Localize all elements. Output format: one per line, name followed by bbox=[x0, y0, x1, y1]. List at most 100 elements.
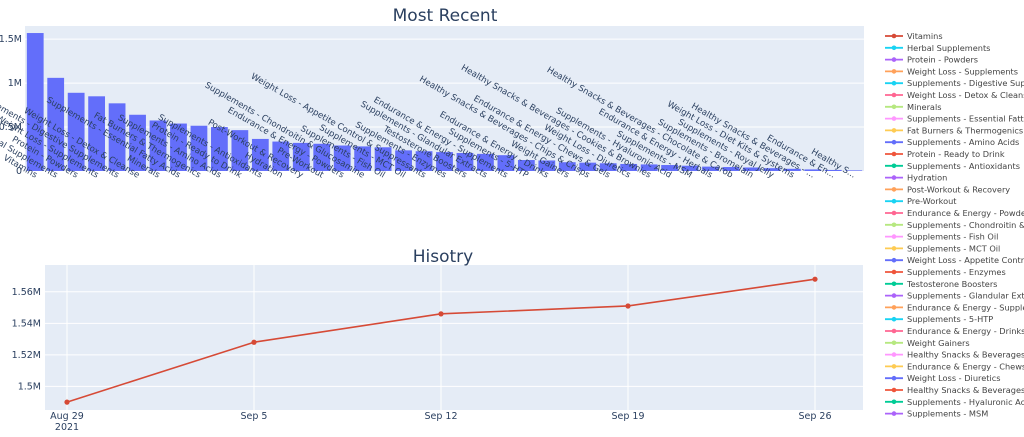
legend-swatch-marker bbox=[891, 387, 897, 393]
legend-item[interactable]: Supplements - Hyaluronic Acid bbox=[885, 397, 1024, 407]
legend-item[interactable]: Protein - Ready to Drink bbox=[885, 149, 1005, 159]
legend-item[interactable]: Supplements - MCT Oil bbox=[885, 243, 1000, 253]
legend-item[interactable]: Supplements - Amino Acids bbox=[885, 137, 1019, 147]
legend-swatch-marker bbox=[891, 57, 897, 62]
legend-item[interactable]: Weight Loss - Appetite Control & S bbox=[885, 255, 1024, 265]
legend-item[interactable]: Supplements - MSM bbox=[885, 409, 988, 419]
legend-item[interactable]: Healthy Snacks & Beverages - Coo bbox=[885, 385, 1024, 395]
bar[interactable] bbox=[292, 142, 310, 171]
legend-item[interactable]: Herbal Supplements bbox=[885, 43, 990, 53]
bar[interactable] bbox=[354, 146, 372, 171]
bar[interactable] bbox=[456, 152, 474, 171]
legend-swatch-marker bbox=[891, 375, 897, 381]
legend-item[interactable]: Endurance & Energy - Supplement bbox=[885, 302, 1024, 312]
legend-item[interactable]: Endurance & Energy - Chews & Ge bbox=[885, 361, 1024, 371]
legend-swatch-marker bbox=[891, 128, 897, 133]
line-xtick-label: Sep 12 bbox=[424, 411, 457, 422]
bar[interactable] bbox=[743, 167, 760, 171]
line-point[interactable] bbox=[812, 276, 818, 282]
legend-label: Minerals bbox=[907, 102, 942, 112]
legend-item[interactable]: Supplements - Antioxidants bbox=[885, 161, 1020, 171]
legend-label: Supplements - Fish Oil bbox=[907, 232, 998, 242]
bar[interactable] bbox=[313, 143, 331, 171]
bar[interactable] bbox=[272, 141, 290, 171]
bar[interactable] bbox=[722, 167, 740, 171]
bar[interactable] bbox=[108, 103, 126, 171]
bar[interactable] bbox=[702, 166, 719, 171]
line-point[interactable] bbox=[625, 303, 631, 309]
legend-item[interactable]: Weight Gainers bbox=[885, 338, 970, 348]
bar[interactable] bbox=[579, 162, 597, 171]
legend-item[interactable]: Healthy Snacks & Beverages - Chip bbox=[885, 350, 1024, 360]
legend-item[interactable]: Supplements - Fish Oil bbox=[885, 232, 998, 242]
line-xtick-label: Sep 26 bbox=[798, 411, 831, 422]
bar[interactable] bbox=[845, 170, 863, 171]
bar[interactable] bbox=[190, 125, 208, 171]
legend-item[interactable]: Supplements - Essential Fatty Acid bbox=[885, 114, 1024, 124]
bar[interactable] bbox=[517, 160, 535, 171]
bar[interactable] bbox=[251, 138, 269, 171]
bar[interactable] bbox=[149, 120, 167, 171]
bar[interactable] bbox=[395, 150, 412, 171]
bar[interactable] bbox=[477, 153, 494, 171]
bar[interactable] bbox=[415, 151, 433, 171]
legend-item[interactable]: Weight Loss - Supplements bbox=[885, 66, 1018, 76]
bar[interactable] bbox=[824, 169, 842, 171]
bar[interactable] bbox=[47, 77, 65, 171]
bar[interactable] bbox=[538, 160, 556, 171]
legend-item[interactable]: Supplements - Digestive Suppleme bbox=[885, 78, 1024, 88]
legend-item[interactable]: Testosterone Boosters bbox=[885, 279, 997, 289]
legend-label: Supplements - Essential Fatty Acid bbox=[907, 114, 1024, 124]
legend-swatch-marker bbox=[891, 328, 897, 334]
legend-item[interactable]: Endurance & Energy - Drinks bbox=[885, 326, 1024, 336]
legend-swatch-marker bbox=[891, 281, 897, 287]
bar[interactable] bbox=[497, 155, 515, 171]
legend-label: Supplements - Amino Acids bbox=[907, 137, 1019, 147]
bar[interactable] bbox=[129, 114, 146, 171]
legend-item[interactable]: Weight Loss - Diuretics bbox=[885, 373, 1001, 383]
legend-swatch-marker bbox=[891, 116, 897, 121]
legend-item[interactable]: Minerals bbox=[885, 102, 942, 112]
bar[interactable] bbox=[620, 163, 638, 171]
legend-item[interactable]: Supplements - Chondroitin & Gluc bbox=[885, 220, 1024, 230]
bar[interactable] bbox=[231, 130, 249, 171]
legend-item[interactable]: Vitamins bbox=[885, 31, 943, 41]
legend-label: Weight Loss - Appetite Control & S bbox=[907, 255, 1024, 265]
legend-item[interactable]: Protein - Powders bbox=[885, 55, 978, 65]
legend-item[interactable]: Weight Loss - Detox & Cleanse bbox=[885, 90, 1024, 100]
legend-item[interactable]: Supplements - 5-HTP bbox=[885, 314, 993, 324]
legend-swatch-marker bbox=[891, 69, 897, 74]
line-point[interactable] bbox=[251, 339, 257, 345]
legend-label: Pre-Workout bbox=[907, 196, 957, 206]
legend-item[interactable]: Supplements - Glandular Extracts bbox=[885, 291, 1024, 301]
bar[interactable] bbox=[333, 145, 351, 171]
bar[interactable] bbox=[26, 33, 44, 171]
bar[interactable] bbox=[640, 164, 658, 171]
bar[interactable] bbox=[783, 168, 801, 171]
bar[interactable] bbox=[558, 162, 576, 171]
bar[interactable] bbox=[599, 163, 617, 171]
bar[interactable] bbox=[436, 152, 453, 171]
bar[interactable] bbox=[88, 96, 106, 171]
bar[interactable] bbox=[374, 147, 392, 171]
legend-label: Healthy Snacks & Beverages - Chip bbox=[907, 350, 1024, 360]
legend-item[interactable]: Pre-Workout bbox=[885, 196, 957, 206]
bar[interactable] bbox=[763, 168, 781, 171]
bar[interactable] bbox=[661, 165, 678, 171]
line-point[interactable] bbox=[64, 399, 70, 405]
legend-item[interactable]: Endurance & Energy - Powders bbox=[885, 208, 1024, 218]
bar[interactable] bbox=[67, 92, 85, 171]
legend-item[interactable]: Post-Workout & Recovery bbox=[885, 184, 1010, 194]
legend-item[interactable]: Supplements - Enzymes bbox=[885, 267, 1006, 277]
line-point[interactable] bbox=[438, 311, 444, 317]
legend-label: Endurance & Energy - Supplement bbox=[907, 302, 1024, 312]
bar[interactable] bbox=[681, 165, 699, 171]
legend-item[interactable]: Hydration bbox=[885, 173, 947, 183]
bar[interactable] bbox=[211, 127, 228, 171]
bar[interactable] bbox=[170, 123, 187, 171]
legend-label: Weight Gainers bbox=[907, 338, 970, 348]
legend-item[interactable]: Fat Burners & Thermogenics bbox=[885, 125, 1023, 135]
bar[interactable] bbox=[804, 169, 822, 171]
legend-swatch-marker bbox=[891, 340, 897, 346]
